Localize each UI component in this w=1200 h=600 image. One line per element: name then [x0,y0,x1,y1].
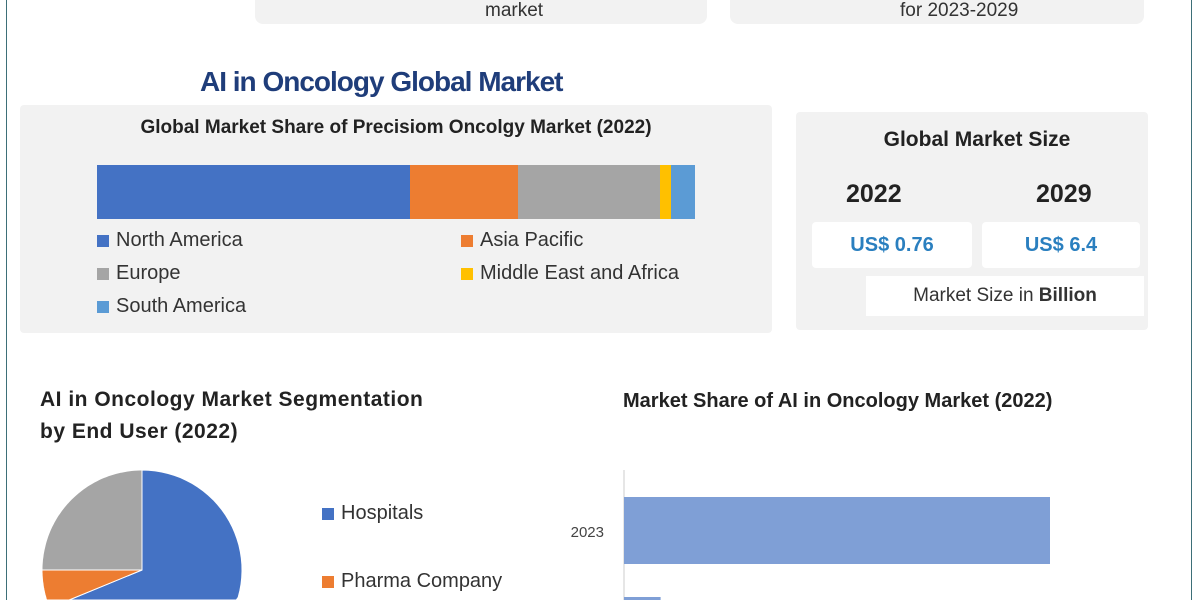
top-card-right-text: for 2023-2029 [900,0,1019,21]
pie-slice-1 [41,569,143,600]
pie-chart [41,469,243,600]
stacked-bar [97,165,695,219]
legend-swatch [461,267,473,280]
frame [6,0,1192,600]
hbar-1 [624,597,661,600]
legend-swatch [322,575,334,588]
segmentation-title: AI in Oncology Market Segmentation by En… [40,384,423,448]
legend-swatch [322,507,334,520]
year-2029: 2029 [1036,180,1092,208]
pie-slice-2 [41,469,143,571]
seg-title-line2: by End User (2022) [40,420,239,443]
hbar-chart: 2023 [571,470,1050,600]
bar-segment-4 [671,165,695,219]
legend-item: Middle East and Africa [461,262,761,285]
value-2029: US$ 6.4 [982,222,1140,268]
legend-label: Middle East and Africa [480,262,679,284]
legend-label: Europe [116,262,181,284]
precision-chart-title: Global Market Share of Precisiom Oncolgy… [140,117,652,138]
precision-chart-card: Global Market Share of Precisiom Oncolgy… [20,105,772,333]
seg-title-line1: AI in Oncology Market Segmentation [40,388,424,411]
bar-segment-0 [97,165,410,219]
unit-prefix: Market Size in [913,285,1039,306]
legend-item: South America [97,295,461,318]
market-size-title: Global Market Size [883,128,1071,151]
top-card-left: market [255,0,707,24]
legend-item: North America [97,229,461,252]
value-2022: US$ 0.76 [812,222,972,268]
bar-segment-1 [409,165,518,219]
unit-label: Market Size in Billion [866,276,1144,316]
bar-segment-2 [517,165,660,219]
legend-label: South America [116,295,247,317]
hbar-label: 2023 [571,524,604,541]
hbar-0 [624,497,1050,564]
year-2022: 2022 [846,180,902,208]
legend-swatch [97,267,109,280]
pie-legend-item: Pharma Company [322,570,502,593]
unit-bold: Billion [1038,285,1097,306]
hbar-title: Market Share of AI in Oncology Market (2… [623,390,1053,412]
main-title: AI in Oncology Global Market [200,66,563,97]
top-card-left-text: market [485,0,544,21]
legend-item: Europe [97,262,461,285]
legend-label: Asia Pacific [480,229,584,251]
top-card-right: for 2023-2029 [730,0,1144,24]
legend-label: Pharma Company [341,570,503,592]
pie-slice-0 [68,469,243,600]
legend-label: Hospitals [341,502,424,524]
legend-label: North America [116,229,243,251]
legend-swatch [97,300,109,313]
market-size-card: Global Market Size 2022 2029 US$ 0.76 US… [796,112,1148,330]
pie-legend-item: Hospitals [322,502,502,525]
bar-segment-3 [659,165,672,219]
legend-swatch [461,234,473,247]
legend-item: Asia Pacific [461,229,761,252]
legend-swatch [97,234,109,247]
